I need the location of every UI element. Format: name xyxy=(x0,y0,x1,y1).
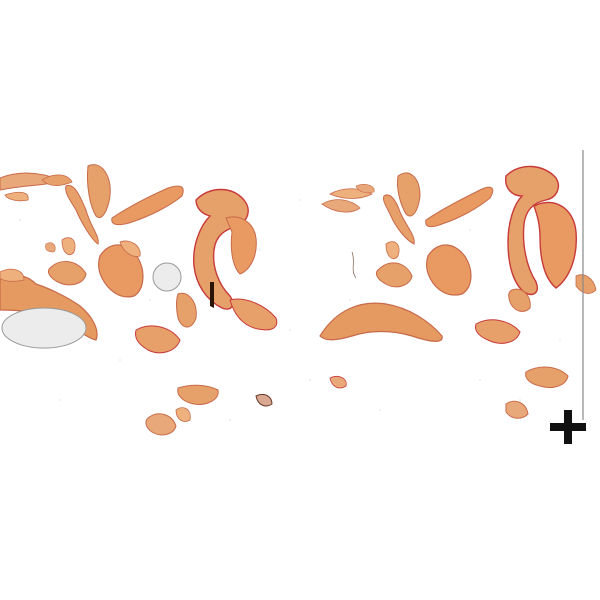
tissue-fragment xyxy=(533,201,578,289)
tissue-fragment xyxy=(87,164,111,218)
tissue-fragment xyxy=(319,302,443,342)
tissue-fragment xyxy=(575,274,597,294)
tissue-fragment xyxy=(355,184,375,194)
tissue-fragment xyxy=(4,191,29,202)
tissue-fiber xyxy=(351,251,357,279)
tissue-fragment xyxy=(175,407,191,422)
tissue-fragment xyxy=(505,400,529,419)
tissue-fragment xyxy=(425,186,494,228)
tissue-fragment xyxy=(176,292,197,328)
tissue-fragment xyxy=(397,172,421,217)
tissue-fragment xyxy=(229,298,278,331)
fold-artifact xyxy=(210,282,214,308)
tissue-fragment xyxy=(329,376,347,389)
background-speckle xyxy=(19,199,561,421)
tissue-fragment xyxy=(505,165,560,296)
tissue-fragment xyxy=(177,384,219,405)
plus-marker-icon[interactable] xyxy=(548,406,588,446)
tissue-fragment xyxy=(41,174,73,186)
tissue-fragment xyxy=(61,237,76,256)
tissue-fragment xyxy=(45,242,56,253)
tissue-fragment xyxy=(255,393,273,407)
tissue-fragment xyxy=(111,185,184,226)
tissue-fragment xyxy=(475,319,521,344)
tissue-fragment xyxy=(0,268,25,282)
tissue-fragment xyxy=(145,413,177,436)
mount-bubble xyxy=(152,262,182,292)
tissue-fragment xyxy=(383,194,415,245)
tissue-fragment xyxy=(385,241,400,260)
tissue-fragment xyxy=(47,260,87,286)
tissue-fragment xyxy=(375,262,413,288)
tissue-fragment xyxy=(225,216,257,275)
tissue-fragment xyxy=(135,325,181,354)
tissue-fragment xyxy=(508,288,531,312)
tissue-fragment xyxy=(65,184,99,245)
tissue-section-right xyxy=(319,165,597,419)
tissue-fragment xyxy=(525,366,569,389)
tissue-section-left xyxy=(0,164,278,436)
tissue-fragment xyxy=(321,199,361,213)
mount-bubble xyxy=(1,307,87,349)
tissue-fragment xyxy=(426,244,472,296)
tissue-fragment xyxy=(119,240,141,257)
